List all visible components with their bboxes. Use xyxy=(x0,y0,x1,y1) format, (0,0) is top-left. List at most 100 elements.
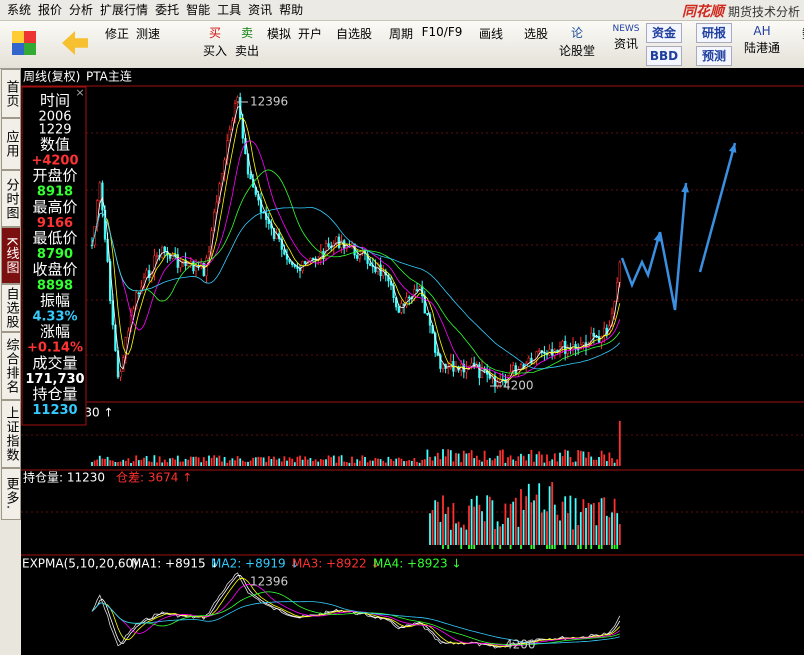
info-label: 成交量 xyxy=(32,354,77,372)
toolbar-button[interactable]: 周期 xyxy=(379,24,423,42)
volume-bar xyxy=(179,461,182,466)
volume-bar xyxy=(124,460,127,466)
oi-bar xyxy=(577,524,580,545)
oi-diff-bar xyxy=(473,545,476,549)
menu-item[interactable]: 工具 xyxy=(217,3,242,17)
candle-body xyxy=(187,263,190,267)
volume-bar xyxy=(504,462,507,466)
candle-body xyxy=(473,362,476,367)
side-tab[interactable]: 应用 xyxy=(1,118,21,170)
expma-label: MA2: +8919 ↓ xyxy=(211,557,300,571)
info-label: 数值 xyxy=(40,136,70,154)
candle-body xyxy=(124,337,127,358)
volume-bar xyxy=(306,459,309,466)
toolbar-button[interactable]: 测速 xyxy=(133,24,163,42)
oi-diff-bar xyxy=(564,545,567,549)
side-tab[interactable]: 分时图 xyxy=(1,170,21,227)
menu-item[interactable]: 系统 xyxy=(7,3,32,17)
side-tab[interactable]: K线图 xyxy=(1,227,21,284)
volume-bar xyxy=(293,462,296,466)
volume-bar xyxy=(189,456,192,466)
forecast-arrow xyxy=(658,182,688,311)
volume-bar xyxy=(616,459,619,466)
toolbar-link[interactable]: BBD xyxy=(646,46,682,66)
candle-body xyxy=(272,227,276,239)
menu-item[interactable]: 分析 xyxy=(69,3,94,17)
volume-bar xyxy=(210,457,213,466)
volume-bar xyxy=(345,462,348,466)
volume-bar xyxy=(119,461,122,466)
side-tab[interactable]: 首页 xyxy=(1,69,21,118)
side-tab[interactable]: 综合排名 xyxy=(1,332,21,400)
expma-high: 12396 xyxy=(250,575,288,589)
volume-bar xyxy=(304,456,307,466)
volume-bar xyxy=(574,461,577,466)
info-value: 8790 xyxy=(37,247,73,262)
volume-bar xyxy=(525,460,528,466)
volume-bar xyxy=(585,457,587,466)
volume-bar xyxy=(465,453,468,466)
oi-bar xyxy=(486,495,489,545)
toolbar-link[interactable]: 资金 xyxy=(646,23,682,43)
volume-bar xyxy=(423,459,426,466)
oi-bar xyxy=(447,506,450,545)
home-icon[interactable] xyxy=(12,31,36,55)
info-label: 涨幅 xyxy=(40,323,70,341)
toolbar-button[interactable]: 买买入 xyxy=(200,24,230,59)
menu-item[interactable]: 扩展行情 xyxy=(100,3,149,17)
oi-diff-bar xyxy=(530,545,533,549)
back-icon[interactable] xyxy=(62,31,88,55)
toolbar-button[interactable]: NEWS 资讯 xyxy=(604,24,648,52)
oi-bar xyxy=(572,529,574,545)
volume-bar xyxy=(176,455,179,466)
oi-diff-bar xyxy=(509,545,512,549)
toolbar-button[interactable]: 卖卖出 xyxy=(232,24,262,59)
volume-bar xyxy=(434,456,437,466)
toolbar-button[interactable]: 模拟 xyxy=(264,24,294,42)
volume-bar xyxy=(205,460,208,466)
menu-item[interactable]: 智能 xyxy=(186,3,211,17)
toolbar-button[interactable]: 画线 xyxy=(469,24,513,42)
menu-item[interactable]: 帮助 xyxy=(279,3,304,17)
toolbar-icon: NEWS xyxy=(612,24,640,34)
toolbar-link[interactable]: 研报 xyxy=(696,23,732,43)
menu-item[interactable]: 委托 xyxy=(155,3,180,17)
candle-body xyxy=(192,261,195,272)
volume-bar xyxy=(538,451,541,466)
toolbar-button[interactable]: AH 陆港通 xyxy=(740,24,784,56)
toolbar-label: 数 xyxy=(786,25,804,42)
expma-label: MA4: +8923 ↓ xyxy=(373,557,462,571)
toolbar-label: 选股 xyxy=(523,27,548,41)
side-tab[interactable]: 上证指数 xyxy=(1,400,21,468)
info-label: 开盘价 xyxy=(32,167,77,185)
oi-bar xyxy=(527,483,530,545)
volume-bar xyxy=(390,459,392,466)
toolbar-button[interactable]: 选股 xyxy=(514,24,558,42)
oi-bar xyxy=(496,521,499,545)
side-tab[interactable]: 更多. xyxy=(1,468,21,520)
volume-bar xyxy=(429,456,431,466)
menu-item[interactable]: 报价 xyxy=(38,3,63,17)
toolbar-link[interactable]: 预测 xyxy=(696,46,732,66)
toolbar-button[interactable]: 开户 xyxy=(295,24,325,42)
toolbar-button[interactable]: 自选股 xyxy=(332,24,376,42)
volume-bar xyxy=(296,456,299,466)
menu-item[interactable]: 资讯 xyxy=(248,3,273,17)
toolbar-button[interactable]: 数 xyxy=(786,24,804,42)
oi-bar xyxy=(465,529,468,545)
toolbar-button[interactable]: F10/F9 xyxy=(420,24,464,39)
oi-bar xyxy=(517,526,520,545)
side-tab[interactable]: 自选股 xyxy=(1,284,21,332)
candle-body xyxy=(618,261,621,283)
volume-bar xyxy=(239,458,242,466)
volume-bar xyxy=(481,461,483,466)
candle-body xyxy=(319,250,322,260)
candle-body xyxy=(137,292,140,295)
volume-bar xyxy=(236,456,239,466)
toolbar-button[interactable]: 论论股堂 xyxy=(555,24,599,59)
toolbar-label: 陆港通 xyxy=(743,41,780,55)
candle-body xyxy=(135,292,138,310)
oi-diff-bar xyxy=(546,545,548,549)
oi-diff: 仓差: 3674 ↑ xyxy=(116,471,192,485)
toolbar-button[interactable]: 修正 xyxy=(102,24,132,42)
